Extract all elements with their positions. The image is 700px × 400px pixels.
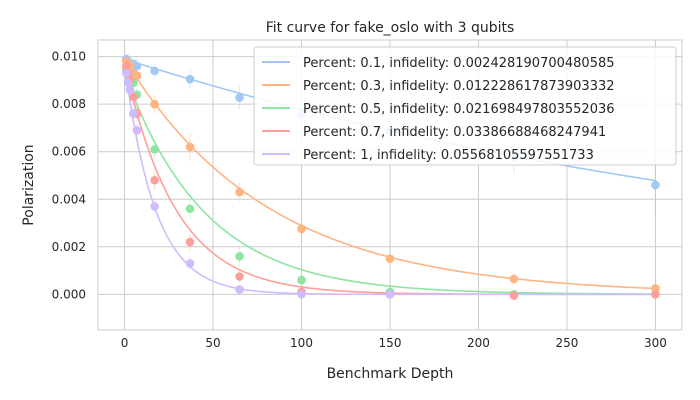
x-tick-label: 50	[205, 336, 220, 350]
data-point	[150, 202, 159, 211]
data-point	[150, 175, 159, 185]
x-axis-ticks: 0 50 100 150 200 250 300	[121, 336, 667, 350]
data-point	[123, 78, 133, 88]
data-point	[122, 61, 131, 71]
data-point	[122, 68, 131, 78]
x-tick-label: 100	[290, 336, 313, 350]
y-tick-label: 0.004	[52, 192, 86, 206]
data-points	[122, 54, 660, 300]
x-tick-label: 0	[121, 336, 129, 350]
y-tick-label: 0.010	[52, 50, 86, 64]
y-axis-ticks: 0.000 0.002 0.004 0.006 0.008 0.010	[52, 50, 86, 302]
data-point	[297, 290, 306, 299]
data-point	[385, 254, 395, 263]
legend-label: Percent: 0.5, infidelity: 0.021698497803…	[303, 102, 615, 117]
data-point	[132, 71, 142, 80]
legend-box	[253, 46, 677, 166]
data-point	[132, 61, 142, 71]
data-point	[150, 66, 159, 76]
x-tick-label: 200	[467, 336, 490, 350]
data-point	[185, 204, 195, 214]
y-tick-label: 0.008	[52, 97, 86, 111]
y-tick-label: 0.002	[52, 240, 86, 254]
legend-label: Percent: 0.3, infidelity: 0.012228617873…	[303, 79, 615, 94]
data-point	[235, 272, 244, 281]
data-point	[235, 187, 244, 197]
legend-label: Percent: 1, infidelity: 0.05568105597551…	[303, 148, 594, 163]
x-tick-label: 300	[644, 336, 667, 350]
data-point	[297, 275, 306, 285]
data-point	[150, 99, 159, 109]
y-tick-label: 0.000	[52, 287, 86, 301]
data-point	[125, 85, 135, 95]
data-point	[150, 145, 159, 154]
data-point	[509, 274, 519, 284]
x-tick-label: 150	[379, 336, 402, 350]
data-point	[185, 142, 195, 152]
y-axis-title: Polarization	[21, 144, 37, 225]
fit-curve-2	[125, 77, 656, 295]
data-point	[651, 284, 660, 293]
y-tick-label: 0.006	[52, 145, 86, 159]
legend-label: Percent: 0.1, infidelity: 0.002428190700…	[303, 56, 615, 71]
data-point	[185, 259, 195, 268]
data-point	[185, 237, 195, 247]
data-point	[235, 285, 244, 294]
chart-title: Fit curve for fake_oslo with 3 qubits	[266, 20, 515, 36]
data-point	[235, 93, 244, 102]
plot-frame	[97, 39, 683, 331]
data-point	[185, 74, 195, 84]
data-point	[129, 109, 138, 118]
x-tick-label: 250	[556, 336, 579, 350]
data-point	[235, 252, 244, 261]
legend-label: Percent: 0.7, infidelity: 0.033866884682…	[303, 125, 606, 140]
data-point	[651, 180, 660, 190]
data-point	[132, 126, 142, 135]
legend: Percent: 0.1, infidelity: 0.002428190700…	[253, 46, 677, 166]
data-point	[297, 224, 306, 234]
data-point	[651, 290, 660, 299]
data-point	[385, 290, 395, 299]
data-point	[509, 291, 519, 300]
data-point	[129, 92, 138, 102]
x-axis-title: Benchmark Depth	[327, 366, 454, 382]
